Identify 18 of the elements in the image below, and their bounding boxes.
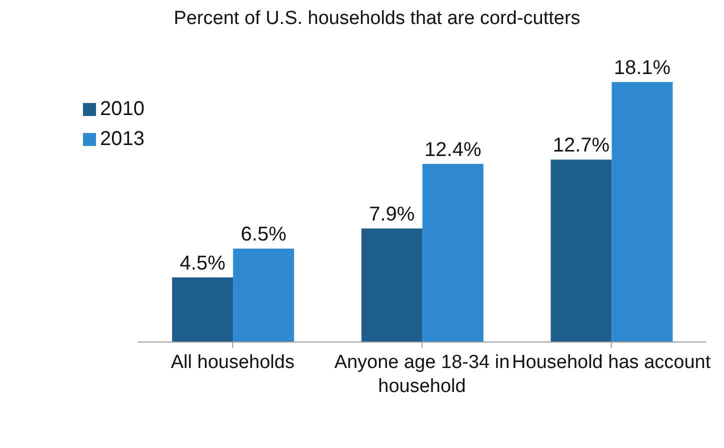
bar bbox=[361, 228, 422, 342]
bar bbox=[612, 82, 673, 342]
data-label: 6.5% bbox=[240, 224, 287, 246]
data-label: 18.1% bbox=[614, 57, 671, 79]
x-tick-label: Anyone age 18-34 in household bbox=[334, 352, 510, 397]
legend-label: 2013 bbox=[100, 128, 144, 150]
x-tick-label: All households bbox=[170, 352, 294, 373]
legend-label: 2010 bbox=[100, 98, 144, 120]
bar bbox=[233, 248, 294, 342]
data-label: 4.5% bbox=[180, 252, 226, 274]
bar bbox=[172, 277, 234, 342]
data-label: 12.4% bbox=[424, 138, 482, 161]
bar bbox=[550, 160, 612, 342]
bar bbox=[422, 164, 484, 342]
chart-title: Percent of U.S. households that are cord-cutters bbox=[172, 8, 582, 30]
data-label: 7.9% bbox=[369, 204, 415, 226]
data-label: 12.7% bbox=[552, 134, 610, 157]
x-tick-label: Household has account bbox=[512, 352, 712, 373]
